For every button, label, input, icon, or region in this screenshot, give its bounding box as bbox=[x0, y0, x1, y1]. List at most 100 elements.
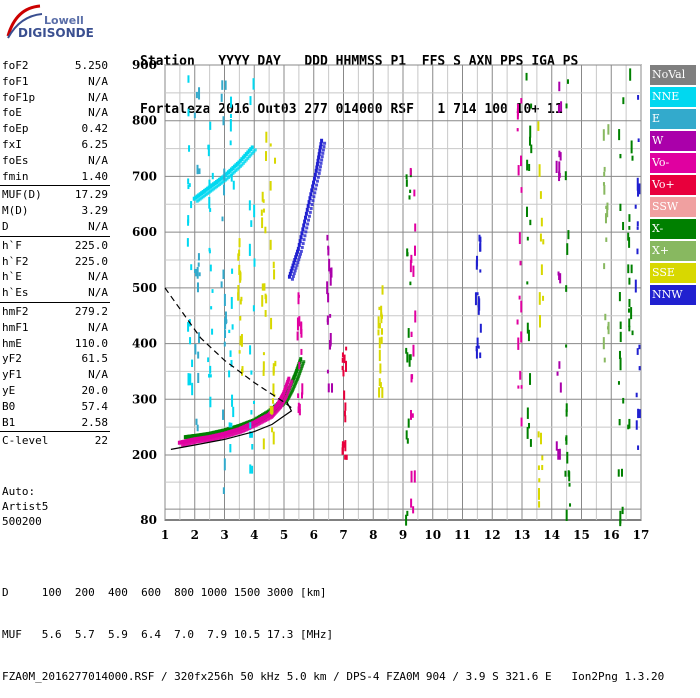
echo-point bbox=[243, 160, 247, 164]
echo-point bbox=[238, 164, 242, 168]
echo-point bbox=[191, 437, 195, 442]
echo-streak bbox=[344, 402, 347, 411]
param-row: foF1 N/A bbox=[0, 74, 128, 90]
echo-point bbox=[218, 429, 222, 434]
legend-item: SSW bbox=[650, 197, 696, 217]
echo-streak bbox=[479, 323, 482, 333]
echo-streak bbox=[207, 357, 210, 363]
echo-point bbox=[213, 186, 217, 190]
echo-streak bbox=[196, 424, 199, 432]
echo-streak bbox=[537, 431, 540, 438]
echo-point bbox=[276, 407, 280, 411]
echo-point bbox=[209, 434, 213, 439]
echo-streak bbox=[229, 350, 232, 357]
echo-point bbox=[282, 397, 285, 402]
echo-point bbox=[223, 431, 227, 436]
echo-streak bbox=[567, 470, 570, 477]
echo-point bbox=[228, 430, 232, 434]
param-row: fxI 6.25 bbox=[0, 137, 128, 153]
echo-point bbox=[290, 389, 294, 393]
echo-streak bbox=[253, 204, 256, 218]
echo-streak bbox=[477, 296, 480, 308]
echo-point bbox=[278, 406, 282, 410]
echo-point bbox=[271, 413, 275, 417]
echo-point bbox=[274, 408, 278, 412]
echo-streak bbox=[326, 369, 329, 374]
echo-streak bbox=[406, 248, 409, 257]
header-values: Fortaleza 2016 Out03 277 014000 RSF 1 71… bbox=[140, 102, 563, 117]
echo-point bbox=[264, 416, 268, 420]
echo-streak bbox=[208, 249, 211, 254]
echo-streak bbox=[410, 470, 413, 483]
echo-point bbox=[277, 406, 281, 410]
param-row: yF1 N/A bbox=[0, 367, 128, 383]
echo-point bbox=[237, 427, 241, 431]
echo-streak bbox=[272, 431, 275, 445]
echo-streak bbox=[238, 249, 241, 257]
echo-streak bbox=[565, 285, 568, 292]
echo-point bbox=[302, 238, 306, 242]
echo-point bbox=[312, 176, 316, 181]
echo-streak bbox=[241, 366, 244, 373]
echo-point bbox=[228, 168, 232, 173]
echo-point bbox=[273, 410, 277, 414]
echo-streak bbox=[221, 216, 224, 222]
echo-point bbox=[309, 192, 313, 197]
echo-point bbox=[212, 182, 216, 187]
echo-streak bbox=[411, 374, 414, 380]
echo-point bbox=[255, 416, 259, 421]
echo-streak bbox=[239, 299, 242, 305]
echo-streak bbox=[341, 365, 344, 371]
echo-point bbox=[298, 239, 302, 244]
y-tick-label: 300 bbox=[132, 392, 157, 406]
param-separator bbox=[0, 430, 128, 433]
echo-point bbox=[262, 417, 266, 420]
echo-streak bbox=[412, 265, 415, 277]
echo-streak bbox=[540, 217, 543, 227]
echo-streak bbox=[229, 140, 232, 146]
echo-point bbox=[204, 435, 208, 439]
param-label: foEs bbox=[2, 153, 29, 167]
echo-point bbox=[320, 158, 324, 162]
echo-point bbox=[250, 419, 254, 424]
echo-point bbox=[299, 368, 303, 372]
echo-point bbox=[221, 432, 225, 437]
echo-streak bbox=[207, 144, 210, 157]
echo-streak bbox=[343, 354, 346, 364]
echo-point bbox=[189, 434, 193, 439]
echo-point bbox=[253, 419, 257, 424]
echo-streak bbox=[627, 308, 630, 313]
echo-point bbox=[298, 370, 302, 374]
echo-point bbox=[290, 379, 294, 383]
echo-point bbox=[197, 193, 201, 198]
echo-streak bbox=[406, 438, 409, 444]
echo-point bbox=[198, 436, 202, 440]
echo-point bbox=[289, 269, 293, 274]
echo-point bbox=[282, 390, 286, 395]
echo-streak bbox=[269, 181, 272, 191]
echo-point bbox=[311, 184, 315, 189]
echo-streak bbox=[631, 155, 634, 161]
echo-point bbox=[289, 381, 293, 385]
echo-streak bbox=[475, 345, 478, 352]
echo-point bbox=[218, 183, 222, 186]
echo-point bbox=[293, 258, 297, 262]
echo-point bbox=[195, 440, 199, 444]
echo-streak bbox=[196, 282, 199, 293]
echo-point bbox=[285, 390, 289, 395]
echo-streak bbox=[558, 361, 561, 369]
legend-item: NoVal bbox=[650, 65, 696, 85]
param-row: foEp 0.42 bbox=[0, 121, 128, 137]
echo-streak bbox=[529, 373, 532, 385]
echo-point bbox=[252, 422, 256, 426]
echo-point bbox=[201, 436, 205, 440]
echo-streak bbox=[297, 402, 300, 413]
echo-streak bbox=[476, 255, 479, 267]
echo-streak bbox=[239, 339, 242, 346]
echo-point bbox=[304, 215, 308, 220]
echo-point bbox=[216, 436, 220, 440]
echo-point bbox=[226, 176, 230, 180]
echo-streak bbox=[537, 465, 540, 470]
echo-streak bbox=[607, 321, 610, 335]
echo-point bbox=[264, 411, 268, 416]
